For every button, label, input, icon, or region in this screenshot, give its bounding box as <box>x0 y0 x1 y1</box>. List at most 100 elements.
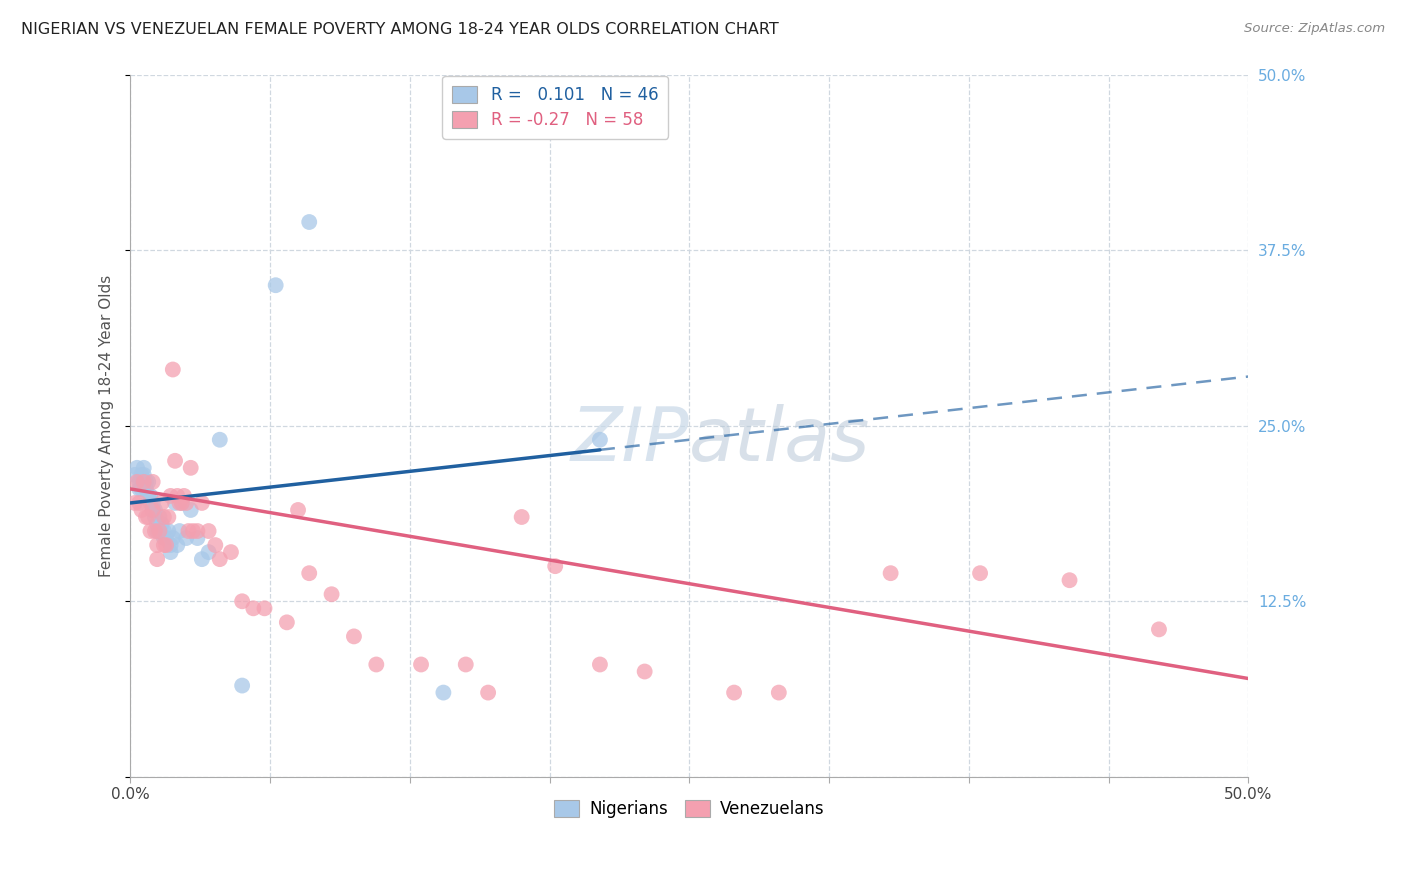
Point <box>264 278 287 293</box>
Point <box>343 629 366 643</box>
Point <box>143 510 166 524</box>
Point <box>173 489 195 503</box>
Point <box>148 524 170 538</box>
Point <box>231 594 253 608</box>
Point <box>146 552 169 566</box>
Point <box>153 524 176 538</box>
Point <box>124 496 146 510</box>
Point <box>204 538 226 552</box>
Point <box>131 503 153 517</box>
Point <box>142 503 165 517</box>
Point <box>589 657 612 672</box>
Point <box>153 531 176 545</box>
Point <box>132 475 155 489</box>
Point <box>150 516 173 531</box>
Point <box>1147 623 1170 637</box>
Point <box>159 545 181 559</box>
Text: atlas: atlas <box>689 404 870 475</box>
Point <box>139 524 162 538</box>
Point <box>174 496 197 510</box>
Point <box>242 601 264 615</box>
Point <box>768 685 790 699</box>
Text: Source: ZipAtlas.com: Source: ZipAtlas.com <box>1244 22 1385 36</box>
Point <box>150 496 173 510</box>
Point <box>153 538 176 552</box>
Point <box>132 460 155 475</box>
Point <box>180 460 202 475</box>
Point <box>544 559 567 574</box>
Point <box>153 510 176 524</box>
Point <box>174 531 197 545</box>
Point <box>132 467 155 482</box>
Point <box>128 475 150 489</box>
Point <box>162 531 184 545</box>
Point <box>159 489 181 503</box>
Point <box>191 552 214 566</box>
Point <box>136 475 159 489</box>
Point <box>159 538 181 552</box>
Point <box>128 482 150 496</box>
Point <box>177 524 200 538</box>
Point <box>1059 573 1081 587</box>
Point <box>136 510 159 524</box>
Point <box>510 510 533 524</box>
Point <box>169 496 191 510</box>
Point <box>135 510 157 524</box>
Point <box>253 601 276 615</box>
Point <box>969 566 991 581</box>
Point <box>155 531 177 545</box>
Point <box>208 433 231 447</box>
Point <box>321 587 343 601</box>
Point <box>139 496 162 510</box>
Point <box>157 524 180 538</box>
Point <box>170 496 193 510</box>
Point <box>135 482 157 496</box>
Point <box>148 510 170 524</box>
Point <box>169 524 191 538</box>
Point <box>148 524 170 538</box>
Point <box>131 467 153 482</box>
Text: NIGERIAN VS VENEZUELAN FEMALE POVERTY AMONG 18-24 YEAR OLDS CORRELATION CHART: NIGERIAN VS VENEZUELAN FEMALE POVERTY AM… <box>21 22 779 37</box>
Point <box>125 460 148 475</box>
Point <box>142 475 165 489</box>
Point <box>166 489 188 503</box>
Point <box>143 503 166 517</box>
Point <box>131 482 153 496</box>
Point <box>142 503 165 517</box>
Point <box>146 516 169 531</box>
Point <box>186 524 208 538</box>
Point <box>124 467 146 482</box>
Point <box>142 496 165 510</box>
Point <box>219 545 242 559</box>
Point <box>146 524 169 538</box>
Point <box>454 657 477 672</box>
Point <box>128 496 150 510</box>
Legend: Nigerians, Venezuelans: Nigerians, Venezuelans <box>548 793 831 825</box>
Point <box>208 552 231 566</box>
Point <box>298 215 321 229</box>
Point <box>162 362 184 376</box>
Point <box>125 475 148 489</box>
Point <box>197 545 219 559</box>
Point <box>634 665 657 679</box>
Point <box>139 489 162 503</box>
Point <box>191 496 214 510</box>
Point <box>136 489 159 503</box>
Point <box>477 685 499 699</box>
Point <box>165 454 187 468</box>
Point <box>155 538 177 552</box>
Point <box>409 657 432 672</box>
Point <box>366 657 388 672</box>
Point <box>143 524 166 538</box>
Point <box>432 685 454 699</box>
Text: ZIP: ZIP <box>571 404 689 475</box>
Point <box>180 503 202 517</box>
Point <box>135 475 157 489</box>
Point <box>132 475 155 489</box>
Point <box>170 496 193 510</box>
Y-axis label: Female Poverty Among 18-24 Year Olds: Female Poverty Among 18-24 Year Olds <box>100 275 114 577</box>
Point <box>157 510 180 524</box>
Point <box>166 538 188 552</box>
Point <box>879 566 901 581</box>
Point <box>276 615 298 630</box>
